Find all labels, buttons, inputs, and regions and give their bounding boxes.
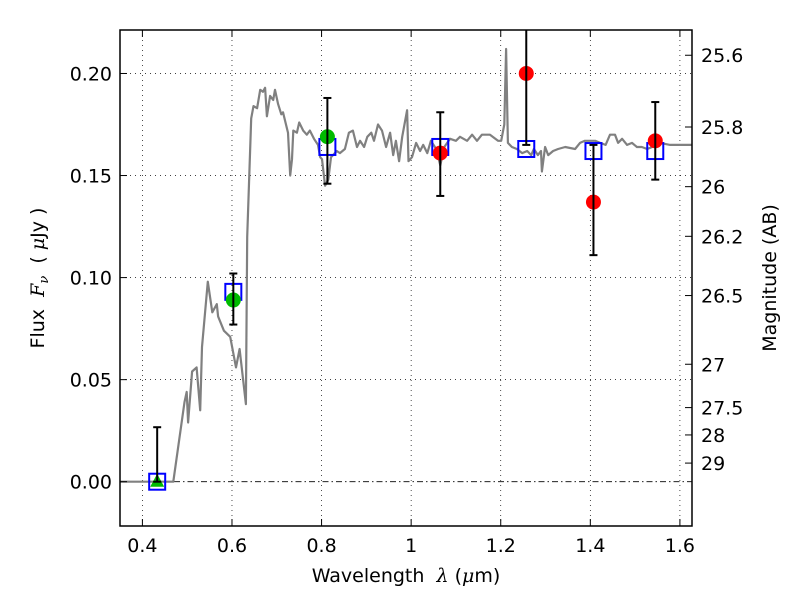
y2-tick-label: 26 [701, 177, 725, 199]
x-tick-label: 1.2 [486, 535, 516, 557]
y2-tick-label: 25.8 [701, 117, 743, 139]
y2-tick-label: 27.5 [701, 398, 743, 420]
x-axis-label: Wavelength λ (μm) [312, 565, 501, 587]
y-tick-label: 0.15 [70, 166, 112, 188]
y-tick-label: 0.10 [70, 268, 112, 290]
y-tick-label: 0.05 [70, 370, 112, 392]
grid [120, 30, 692, 526]
y-axis-ticks: 0.00 0.05 0.10 0.15 0.20 [70, 63, 127, 494]
plot-area [120, 30, 692, 491]
y2-axis-ticks: 25.6 25.8 26 26.2 26.5 27 27.5 28 29 [685, 45, 743, 475]
x-tick-label: 1.4 [575, 535, 605, 557]
x-axis-label-mu: μ [462, 565, 474, 587]
y-axis-label-var: F [27, 283, 49, 298]
y2-axis-label: Magnitude (AB) [759, 204, 781, 352]
y2-tick-label: 28 [701, 425, 725, 447]
y2-tick-label: 25.6 [701, 45, 743, 67]
y-axis-label: Flux Fν ( μJy ) [27, 208, 52, 349]
y-axis-label-sub: ν [37, 276, 52, 284]
y-tick-label: 0.20 [70, 63, 112, 85]
y-tick-label: 0.00 [70, 472, 112, 494]
x-axis-label-lambda: λ [436, 565, 449, 587]
x-tick-label: 1.6 [665, 535, 695, 557]
y2-tick-label: 27 [701, 354, 725, 376]
errorbar-markers [150, 30, 663, 487]
spectrum-line [120, 47, 692, 483]
y-axis-label-mu: μ [27, 238, 49, 250]
y2-tick-label: 29 [701, 453, 725, 475]
x-tick-label: 0.8 [306, 535, 336, 557]
x-tick-label: 1 [405, 535, 417, 557]
x-tick-label: 0.6 [217, 535, 247, 557]
x-tick-label: 0.4 [127, 535, 157, 557]
x-axis-label-prefix: Wavelength [312, 565, 437, 587]
y-axis-label-prefix: Flux [27, 297, 49, 349]
y-axis-label-close: Jy ) [27, 208, 49, 239]
x-axis-ticks: 0.4 0.6 0.8 1 1.2 1.4 1.6 [127, 30, 695, 557]
y-axis-label-open: ( [27, 250, 49, 276]
y2-tick-label: 26.5 [701, 286, 743, 308]
x-axis-label-close: m) [474, 565, 500, 587]
y2-tick-label: 26.2 [701, 226, 743, 248]
x-axis-label-open: ( [449, 565, 462, 587]
